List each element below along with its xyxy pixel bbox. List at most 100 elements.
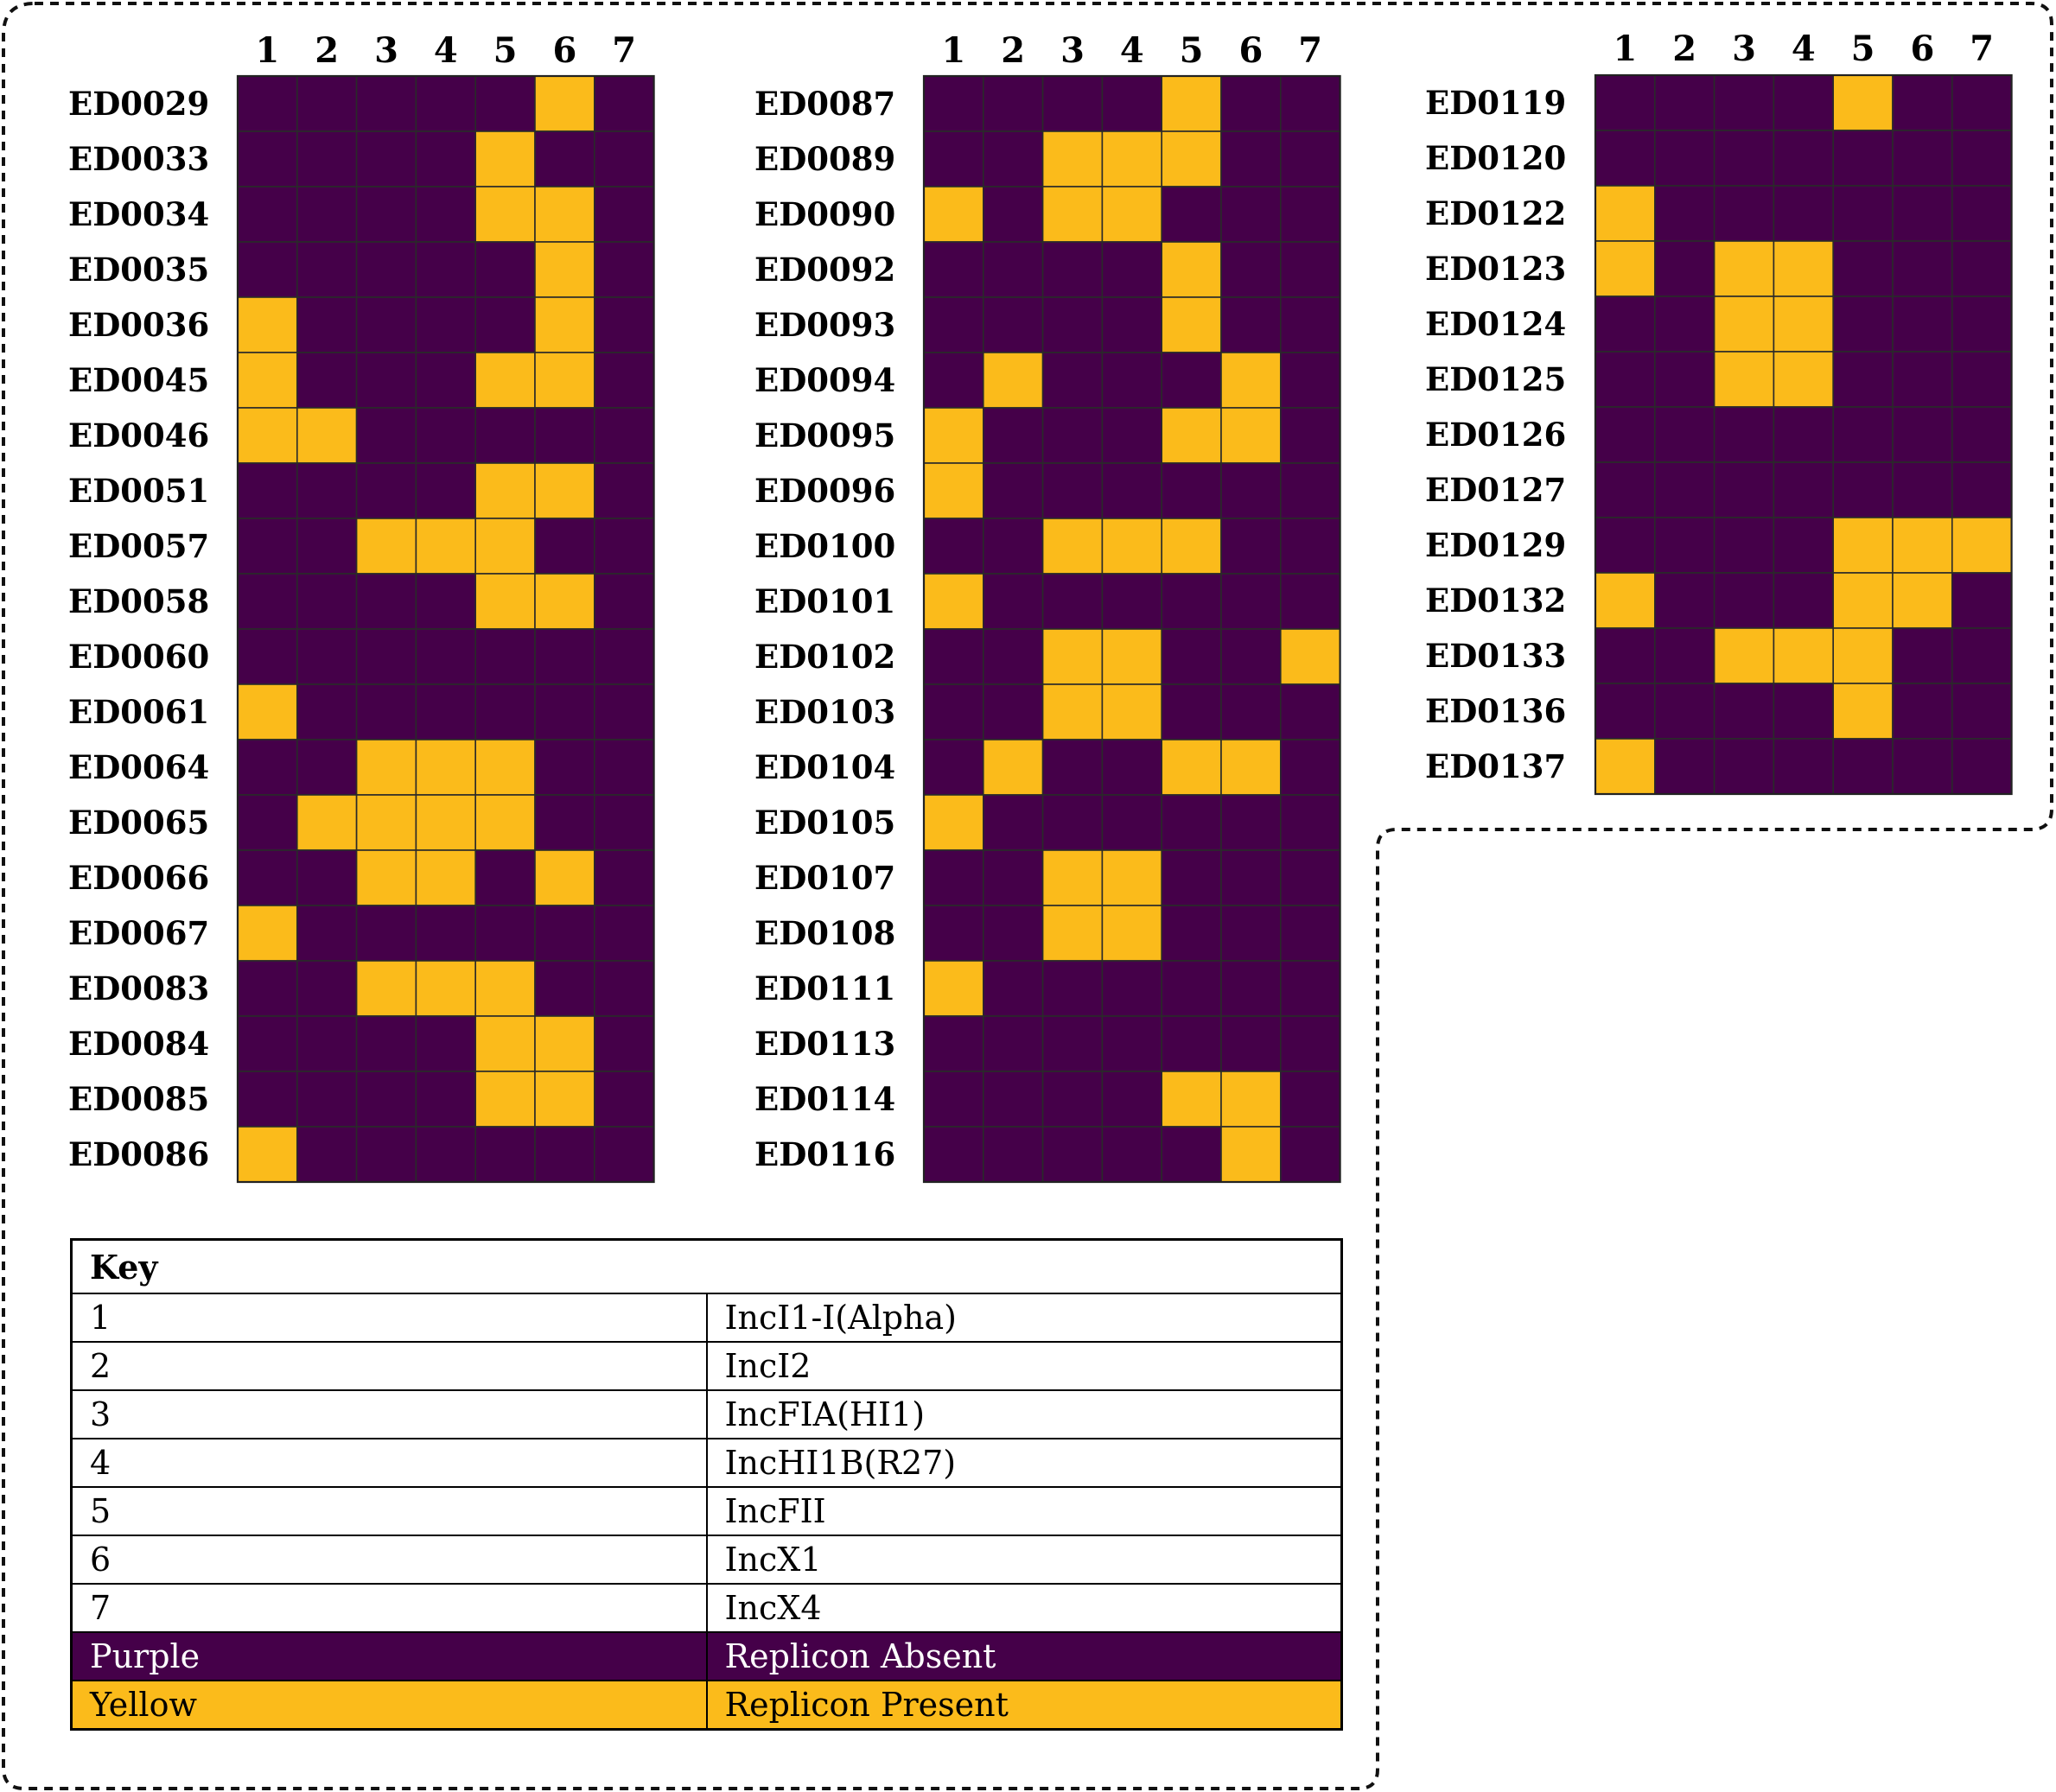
row-label: ED0064 (68, 748, 209, 786)
cell-absent (296, 628, 358, 685)
cell-absent (474, 241, 536, 298)
cell-absent (1951, 240, 2013, 297)
key-meaning: Replicon Present (705, 1680, 1343, 1731)
cell-present (1773, 240, 1834, 297)
cell-absent (296, 75, 358, 132)
cell-absent (1892, 240, 1953, 297)
cell-absent (1595, 517, 1656, 574)
cell-present (237, 683, 298, 740)
cell-absent (1041, 573, 1104, 630)
key-code: 7 (70, 1583, 708, 1633)
cell-absent (415, 573, 476, 630)
cell-absent (296, 683, 358, 740)
cell-present (237, 1126, 298, 1183)
cell-absent (1280, 130, 1341, 187)
cell-absent (983, 794, 1044, 851)
cell-absent (355, 573, 417, 630)
row-label: ED0100 (754, 527, 895, 565)
cell-absent (1595, 74, 1656, 131)
cell-absent (983, 407, 1044, 464)
cell-present (923, 407, 984, 464)
row-label: ED0046 (68, 416, 209, 454)
key-row: 3 IncFIA(HI1) (70, 1389, 1343, 1439)
cell-absent (593, 296, 655, 353)
cell-present (415, 960, 476, 1017)
cell-present (1220, 407, 1282, 464)
cell-absent (474, 905, 536, 962)
cell-absent (296, 462, 358, 519)
row-label: ED0034 (68, 195, 209, 233)
cell-absent (1892, 130, 1953, 187)
cell-absent (237, 1015, 298, 1072)
cell-absent (923, 518, 984, 575)
row-label: ED0107 (754, 859, 895, 897)
cell-absent (237, 241, 298, 298)
cell-absent (296, 186, 358, 243)
cell-present (355, 739, 417, 796)
cell-absent (355, 1015, 417, 1072)
cell-present (1041, 683, 1104, 740)
cell-absent (983, 1126, 1044, 1183)
cell-absent (1041, 296, 1104, 353)
cell-present (1161, 407, 1222, 464)
cell-absent (415, 407, 476, 464)
row-label: ED0105 (754, 804, 895, 842)
cell-absent (1101, 739, 1163, 796)
cell-present (1832, 74, 1894, 131)
column-header: 1 (1613, 29, 1637, 69)
cell-absent (415, 1126, 476, 1183)
cell-absent (296, 1126, 358, 1183)
row-label: ED0123 (1425, 250, 1566, 288)
cell-absent (1654, 406, 1715, 463)
cell-absent (1161, 573, 1222, 630)
cell-absent (1892, 627, 1953, 684)
cell-absent (593, 628, 655, 685)
cell-absent (415, 462, 476, 519)
cell-present (1832, 627, 1894, 684)
cell-absent (296, 1071, 358, 1128)
cell-absent (923, 739, 984, 796)
cell-absent (983, 573, 1044, 630)
cell-present (534, 352, 595, 409)
cell-absent (1654, 185, 1715, 242)
cell-absent (1161, 1015, 1222, 1072)
cell-absent (1041, 1015, 1104, 1072)
cell-present (355, 518, 417, 575)
cell-absent (1280, 241, 1341, 298)
cell-absent (1220, 628, 1282, 685)
cell-absent (1773, 406, 1834, 463)
cell-absent (474, 683, 536, 740)
cell-absent (474, 849, 536, 906)
cell-absent (1951, 295, 2013, 353)
row-label: ED0061 (68, 693, 209, 731)
cell-absent (1041, 1126, 1104, 1183)
cell-absent (1832, 130, 1894, 187)
cell-absent (534, 130, 595, 187)
cell-absent (1713, 185, 1775, 242)
cell-absent (593, 960, 655, 1017)
key-row: 4 IncHI1B(R27) (70, 1438, 1343, 1488)
cell-absent (1041, 352, 1104, 409)
key-row: 1 IncI1-I(Alpha) (70, 1293, 1343, 1343)
key-color-word: Yellow (70, 1680, 708, 1731)
row-label: ED0124 (1425, 305, 1566, 343)
cell-absent (1101, 462, 1163, 519)
cell-absent (1161, 352, 1222, 409)
cell-absent (237, 186, 298, 243)
cell-present (1041, 186, 1104, 243)
cell-absent (1595, 295, 1656, 353)
cell-absent (1951, 461, 2013, 518)
cell-absent (593, 462, 655, 519)
cell-absent (1713, 130, 1775, 187)
cell-absent (415, 628, 476, 685)
column-header: 1 (255, 30, 279, 71)
cell-absent (1892, 461, 1953, 518)
cell-absent (534, 683, 595, 740)
cell-present (1161, 75, 1222, 132)
cell-present (474, 1071, 536, 1128)
cell-absent (1220, 241, 1282, 298)
row-label: ED0090 (754, 195, 895, 233)
cell-absent (355, 407, 417, 464)
cell-absent (415, 1015, 476, 1072)
cell-absent (1101, 573, 1163, 630)
